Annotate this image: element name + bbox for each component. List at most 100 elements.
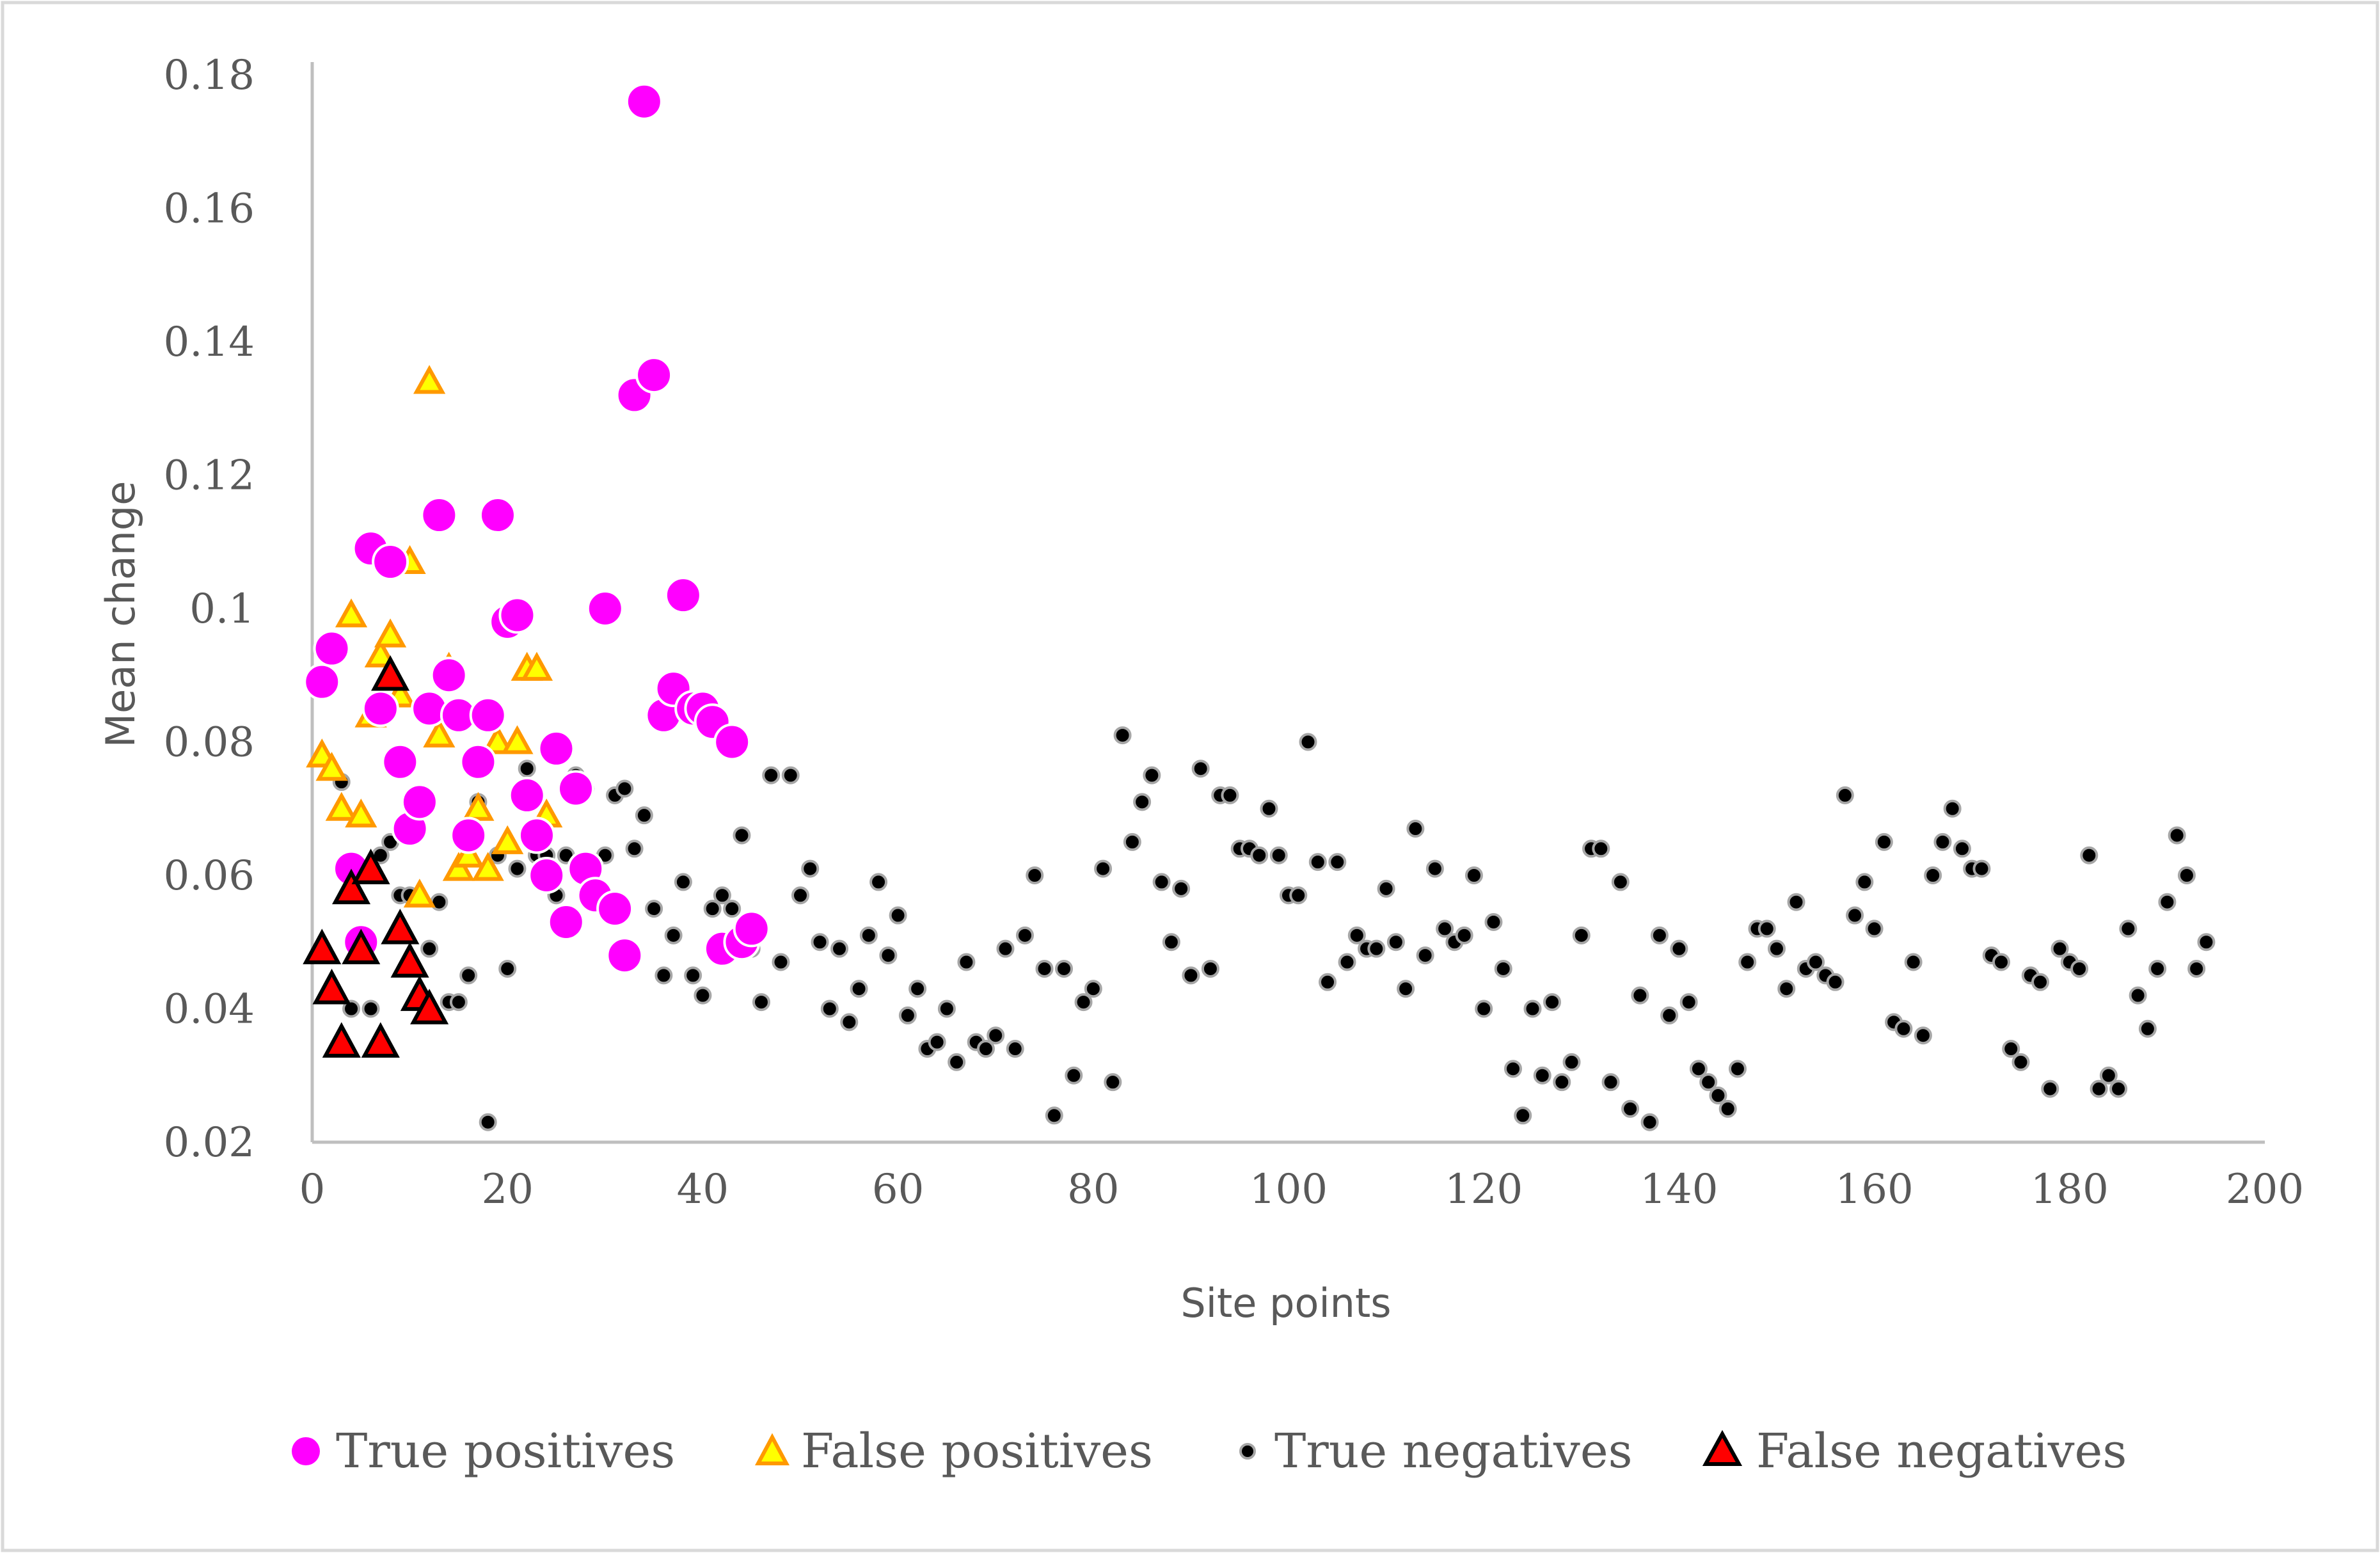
x-tick-label: 60 — [872, 1166, 924, 1213]
false-positive-point — [315, 752, 348, 781]
true-negative-point — [1787, 893, 1805, 911]
false-positive-point — [481, 725, 514, 754]
false-positive-point — [345, 798, 377, 828]
true-negative-point — [1308, 853, 1327, 872]
false-positive-point — [462, 792, 495, 821]
false-negative-point — [361, 1022, 400, 1058]
true-negative-point — [723, 900, 742, 918]
true-negative-point — [479, 1113, 497, 1131]
x-tick-label: 80 — [1067, 1166, 1119, 1213]
true-positive-point — [372, 543, 409, 581]
true-negative-point — [1718, 1099, 1737, 1118]
series-false-negatives — [303, 655, 449, 1058]
legend: True positives False positives True nega… — [292, 1424, 2127, 1479]
true-negative-point — [625, 840, 644, 858]
true-negative-point — [1533, 1066, 1551, 1085]
true-negative-point — [1523, 999, 1542, 1018]
true-negative-point — [996, 939, 1015, 958]
true-negative-point — [733, 826, 751, 845]
true-positive-point — [430, 657, 468, 694]
true-negative-point — [1006, 1040, 1024, 1058]
true-negative-point — [1143, 766, 1161, 784]
true-negative-point — [1172, 879, 1191, 898]
true-negative-point — [1924, 866, 1942, 884]
legend-marker-false-positives — [754, 1433, 790, 1465]
true-negative-point — [1494, 959, 1512, 978]
y-tick-label: 0.06 — [164, 852, 255, 900]
true-negative-point — [1406, 820, 1425, 838]
true-negative-point — [1699, 1073, 1718, 1092]
true-negative-point — [840, 1013, 859, 1031]
true-negative-point — [1260, 799, 1278, 818]
true-negative-point — [1113, 726, 1132, 745]
true-negative-point — [889, 906, 907, 925]
true-negative-point — [508, 859, 527, 878]
x-tick-label: 100 — [1250, 1166, 1328, 1213]
y-axis-title: Mean change — [97, 481, 144, 748]
y-tick-label: 0.16 — [164, 186, 255, 233]
true-negative-point — [1221, 786, 1239, 804]
true-negative-point — [1846, 906, 1864, 925]
true-negative-point — [801, 859, 820, 878]
true-negative-point — [1416, 946, 1434, 965]
true-negative-point — [703, 900, 722, 918]
true-negative-point — [1191, 760, 1210, 778]
true-negative-point — [1035, 959, 1054, 978]
true-negative-point — [459, 966, 478, 985]
true-negative-point — [1425, 859, 1444, 878]
false-positive-point — [472, 852, 504, 881]
true-negative-point — [2129, 986, 2147, 1005]
true-negative-point — [2011, 1053, 2030, 1071]
true-negative-point — [684, 966, 702, 985]
true-negative-point — [762, 766, 781, 784]
true-negative-point — [694, 986, 712, 1005]
true-negative-point — [1875, 832, 1893, 851]
x-axis-ticks: 0 20 40 60 80 100 120 140 160 180 200 — [299, 1166, 2304, 1213]
false-positive-point — [520, 651, 553, 681]
true-negative-point — [1670, 939, 1688, 958]
false-negative-point — [390, 942, 429, 978]
true-negative-point — [1836, 786, 1854, 804]
true-negative-point — [1738, 953, 1757, 971]
true-negative-point — [1386, 933, 1405, 952]
true-negative-point — [1133, 793, 1152, 811]
true-negative-point — [791, 886, 809, 905]
x-tick-label: 20 — [481, 1166, 533, 1213]
true-negative-point — [937, 999, 956, 1018]
true-negative-point — [2080, 846, 2098, 864]
true-negative-point — [772, 953, 790, 971]
false-negative-point — [381, 909, 420, 944]
y-tick-label: 0.02 — [164, 1119, 255, 1167]
true-positive-point — [625, 83, 663, 120]
true-negative-point — [1152, 873, 1171, 891]
x-tick-label: 200 — [2226, 1166, 2304, 1213]
false-positive-point — [491, 825, 524, 854]
true-negative-point — [1592, 840, 1610, 858]
true-negative-point — [1865, 920, 1884, 938]
false-positive-point — [335, 598, 368, 628]
true-negative-point — [1182, 966, 1200, 985]
true-negative-point — [1933, 832, 1952, 851]
false-positive-point — [452, 838, 485, 868]
false-negative-point — [371, 655, 410, 691]
true-negative-point — [1250, 846, 1269, 864]
true-negative-point — [1777, 980, 1796, 998]
true-negative-point — [1660, 1006, 1679, 1024]
true-positive-point — [479, 497, 516, 534]
true-positive-point — [469, 696, 507, 734]
true-negative-point — [1572, 926, 1591, 944]
true-negative-point — [987, 1026, 1005, 1045]
true-negative-point — [859, 926, 878, 944]
true-negative-point — [1094, 859, 1113, 878]
true-negative-point — [361, 999, 380, 1018]
true-negative-point — [2119, 920, 2138, 938]
true-negative-point — [1807, 953, 1825, 971]
true-negative-point — [2002, 1040, 2020, 1058]
x-tick-label: 160 — [1836, 1166, 1914, 1213]
y-tick-label: 0.08 — [164, 719, 255, 767]
true-negative-point — [1074, 993, 1093, 1012]
true-negative-point — [2138, 1019, 2157, 1038]
true-negative-point — [674, 873, 692, 891]
true-negative-point — [1914, 1026, 1932, 1045]
true-positive-point — [303, 663, 341, 701]
